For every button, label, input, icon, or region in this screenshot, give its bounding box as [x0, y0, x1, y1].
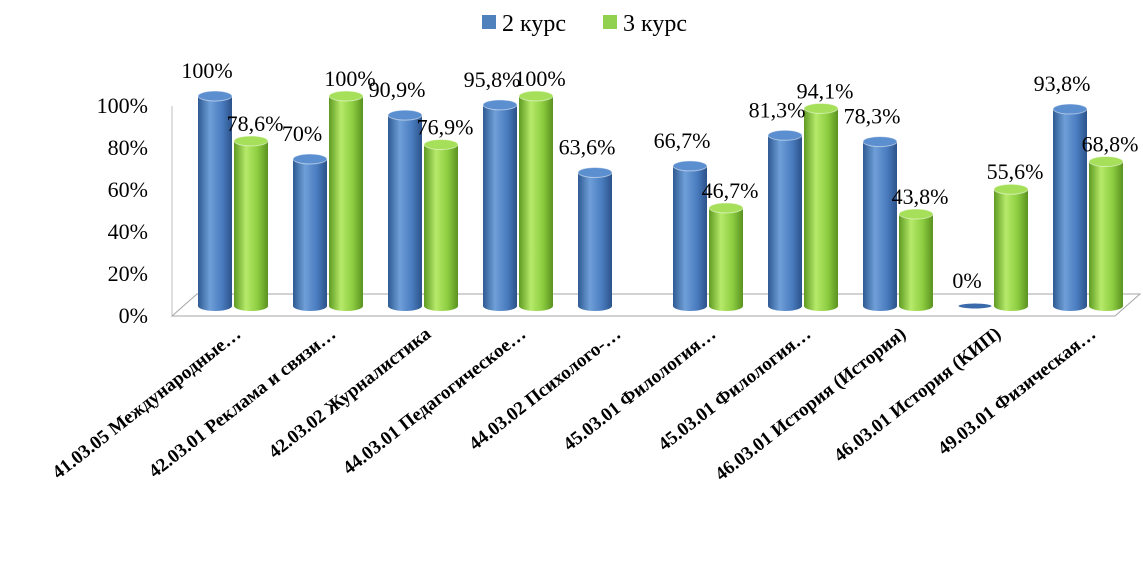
- category-label: 46.03.01 История (История): [711, 323, 910, 485]
- data-label: 68,8%: [1082, 132, 1139, 157]
- bar-3-курс-10: [1088, 156, 1124, 311]
- y-tick: 100%: [97, 93, 148, 118]
- y-tick: 40%: [108, 219, 148, 244]
- data-label: 66,7%: [654, 128, 711, 153]
- data-label: 43,8%: [892, 184, 949, 209]
- category-label: 44.03.01 Педагогическое…: [339, 323, 530, 479]
- y-tick: 60%: [108, 177, 148, 202]
- data-label: 76,9%: [417, 115, 474, 140]
- data-label: 94,1%: [797, 78, 854, 103]
- y-tick: 0%: [119, 303, 148, 328]
- bar-2-курс-8: [862, 136, 898, 311]
- bar-2-курс-3: [387, 109, 423, 311]
- y-tick: 80%: [108, 135, 148, 160]
- bar-3-курс-9: [993, 183, 1029, 311]
- category-label: 45.03.01 Филология…: [654, 323, 815, 455]
- data-label: 78,3%: [844, 104, 901, 129]
- bar-2-курс-7: [767, 129, 803, 311]
- bar-3-курс-2: [328, 90, 364, 311]
- data-label: 100%: [324, 66, 375, 91]
- data-label: 63,6%: [559, 134, 616, 159]
- category-label: 45.03.01 Филология…: [559, 323, 720, 455]
- category-label: 44.03.02 Психолого-…: [465, 323, 625, 454]
- legend-label-2-kurs: 2 курс: [502, 11, 566, 37]
- legend: 2 курс 3 курс: [482, 11, 687, 37]
- data-label: 78,6%: [227, 111, 284, 136]
- category-label: 42.03.01 Реклама и связи…: [145, 323, 340, 482]
- data-label: 100%: [514, 66, 565, 91]
- data-labels: 100%78,6%70%100%90,9%76,9%95,8%100%63,6%…: [181, 58, 1138, 293]
- bar-3-курс-8: [898, 208, 934, 311]
- category-label: 41.03.05 Международные…: [49, 323, 246, 483]
- legend-swatch-3-kurs: [603, 15, 617, 29]
- data-label: 90,9%: [369, 77, 426, 102]
- data-label: 100%: [181, 58, 232, 83]
- bar-2-курс-1: [197, 90, 233, 311]
- bars: [197, 90, 1124, 312]
- data-label: 93,8%: [1034, 71, 1091, 96]
- category-label: 49.03.01 Физическая…: [934, 323, 1100, 459]
- data-label: 0%: [952, 268, 981, 293]
- data-label: 81,3%: [749, 97, 806, 122]
- bar-2-курс-6: [672, 160, 708, 311]
- legend-swatch-2-kurs: [482, 15, 496, 29]
- data-label: 46,7%: [702, 178, 759, 203]
- bar-3-курс-3: [423, 139, 459, 311]
- bar-2-курс-4: [482, 99, 518, 311]
- data-label: 55,6%: [987, 159, 1044, 184]
- data-label: 95,8%: [464, 67, 521, 92]
- bar-3-курс-6: [708, 202, 744, 311]
- data-label: 70%: [282, 121, 322, 146]
- bar-2-курс-2: [292, 153, 328, 311]
- bar-3-курс-7: [803, 102, 839, 311]
- bar-2-курс-5: [577, 166, 613, 311]
- bar-2-курс-9: [957, 302, 993, 310]
- bar-3-курс-4: [518, 90, 554, 311]
- category-label: 46.03.01 История (КИП): [830, 323, 1005, 466]
- bar-3-курс-1: [233, 135, 269, 311]
- y-tick: 20%: [108, 261, 148, 286]
- legend-label-3-kurs: 3 курс: [623, 11, 687, 37]
- bar-2-курс-10: [1052, 103, 1088, 312]
- y-axis-ticks: 0% 20% 40% 60% 80% 100%: [97, 93, 148, 328]
- category-labels: 41.03.05 Международные…42.03.01 Реклама …: [49, 323, 1101, 485]
- category-label: 42.03.02 Журналистика: [265, 323, 436, 463]
